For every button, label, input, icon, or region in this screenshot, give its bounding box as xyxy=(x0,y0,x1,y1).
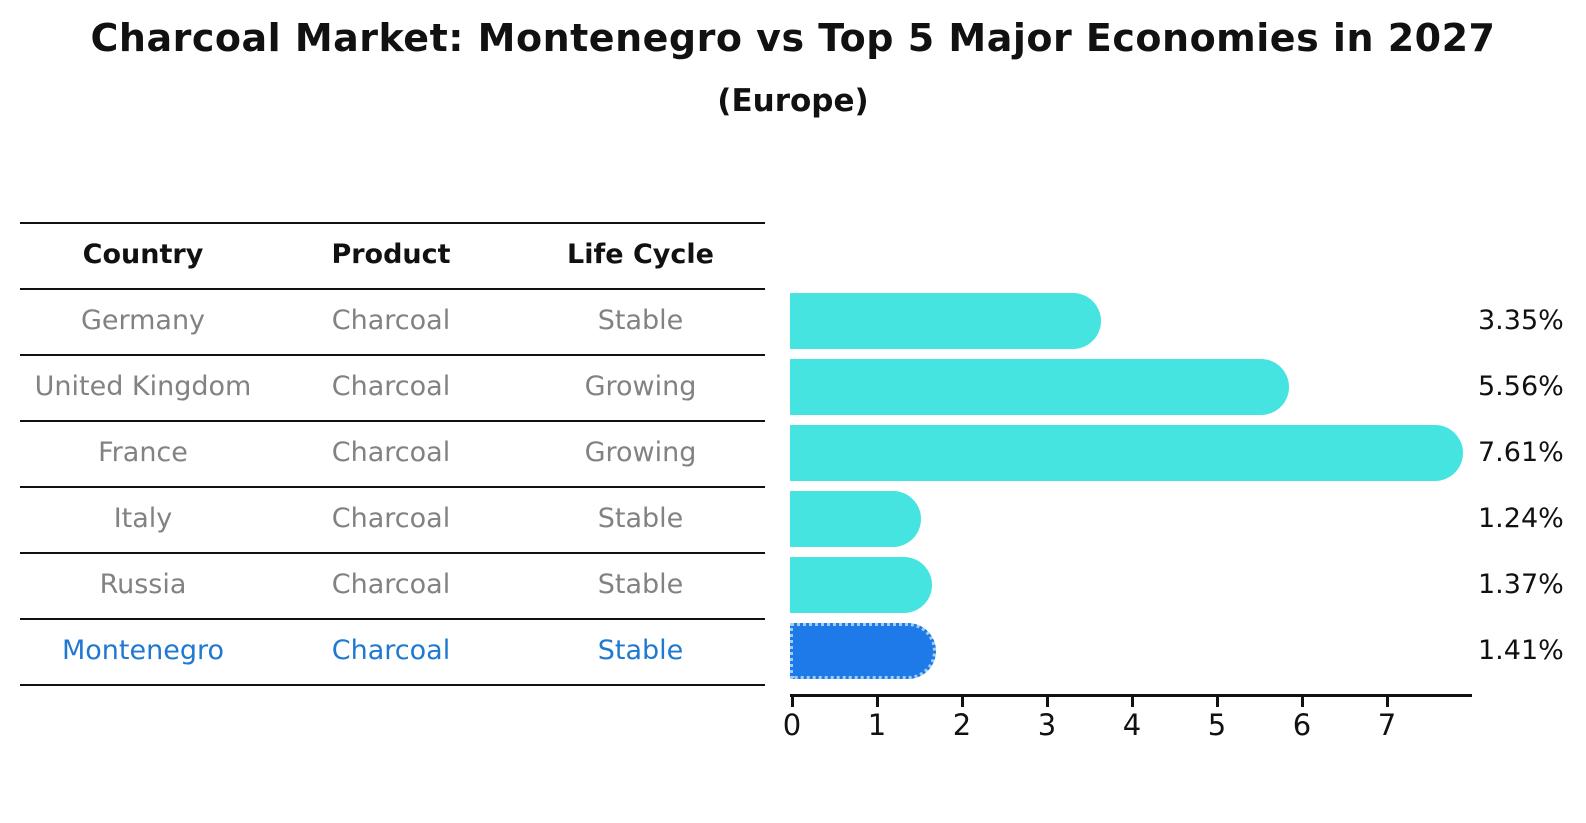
life-cycle-cell: Stable xyxy=(597,305,684,336)
life-cycle-cell: Growing xyxy=(584,371,697,402)
column-header-product: Product xyxy=(331,239,451,270)
value-label: 5.56% xyxy=(1478,371,1564,402)
value-label: 1.37% xyxy=(1478,569,1564,600)
chart-title: Charcoal Market: Montenegro vs Top 5 Maj… xyxy=(90,16,1496,60)
table-divider xyxy=(20,486,765,488)
product-cell: Charcoal xyxy=(331,305,451,336)
column-header-country: Country xyxy=(82,239,204,270)
table-divider xyxy=(20,354,765,356)
x-axis-tick xyxy=(1046,697,1049,707)
bar-italy xyxy=(790,491,922,547)
table-divider xyxy=(20,420,765,422)
product-cell: Charcoal xyxy=(331,371,451,402)
x-axis-tick-label: 3 xyxy=(1037,708,1057,742)
table-divider xyxy=(20,288,765,290)
country-cell: United Kingdom xyxy=(34,371,252,402)
x-axis-tick xyxy=(1216,697,1219,707)
x-axis-tick-label: 2 xyxy=(952,708,972,742)
table-divider xyxy=(20,552,765,554)
product-cell: Charcoal xyxy=(331,635,451,666)
value-label: 1.24% xyxy=(1478,503,1564,534)
x-axis-tick-label: 5 xyxy=(1207,708,1227,742)
chart-subtitle: (Europe) xyxy=(717,83,869,119)
x-axis-tick xyxy=(1301,697,1304,707)
table-divider xyxy=(20,684,765,686)
product-cell: Charcoal xyxy=(331,437,451,468)
value-label: 7.61% xyxy=(1478,437,1564,468)
x-axis-tick xyxy=(1131,697,1134,707)
value-label: 3.35% xyxy=(1478,305,1564,336)
table-divider xyxy=(20,618,765,620)
x-axis-tick-label: 7 xyxy=(1377,708,1397,742)
country-cell: Montenegro xyxy=(61,635,224,666)
life-cycle-cell: Stable xyxy=(597,569,684,600)
country-cell: Germany xyxy=(80,305,206,336)
life-cycle-cell: Stable xyxy=(597,503,684,534)
bar-montenegro xyxy=(790,623,936,679)
x-axis-tick xyxy=(1386,697,1389,707)
x-axis-tick-label: 1 xyxy=(867,708,887,742)
column-header-life-cycle: Life Cycle xyxy=(567,239,714,270)
bar-france xyxy=(790,425,1463,481)
life-cycle-cell: Growing xyxy=(584,437,697,468)
life-cycle-cell: Stable xyxy=(597,635,684,666)
x-axis-tick-label: 0 xyxy=(782,708,802,742)
x-axis-tick xyxy=(791,697,794,707)
x-axis-line xyxy=(790,694,1472,697)
bar-united-kingdom xyxy=(790,359,1289,415)
country-cell: Russia xyxy=(99,569,187,600)
x-axis-tick xyxy=(961,697,964,707)
product-cell: Charcoal xyxy=(331,569,451,600)
bar-germany xyxy=(790,293,1101,349)
product-cell: Charcoal xyxy=(331,503,451,534)
x-axis-tick xyxy=(876,697,879,707)
value-label: 1.41% xyxy=(1478,635,1564,666)
bar-russia xyxy=(790,557,933,613)
country-cell: France xyxy=(98,437,188,468)
x-axis-tick-label: 6 xyxy=(1292,708,1312,742)
x-axis-tick-label: 4 xyxy=(1122,708,1142,742)
table-divider xyxy=(20,222,765,224)
country-cell: Italy xyxy=(113,503,173,534)
